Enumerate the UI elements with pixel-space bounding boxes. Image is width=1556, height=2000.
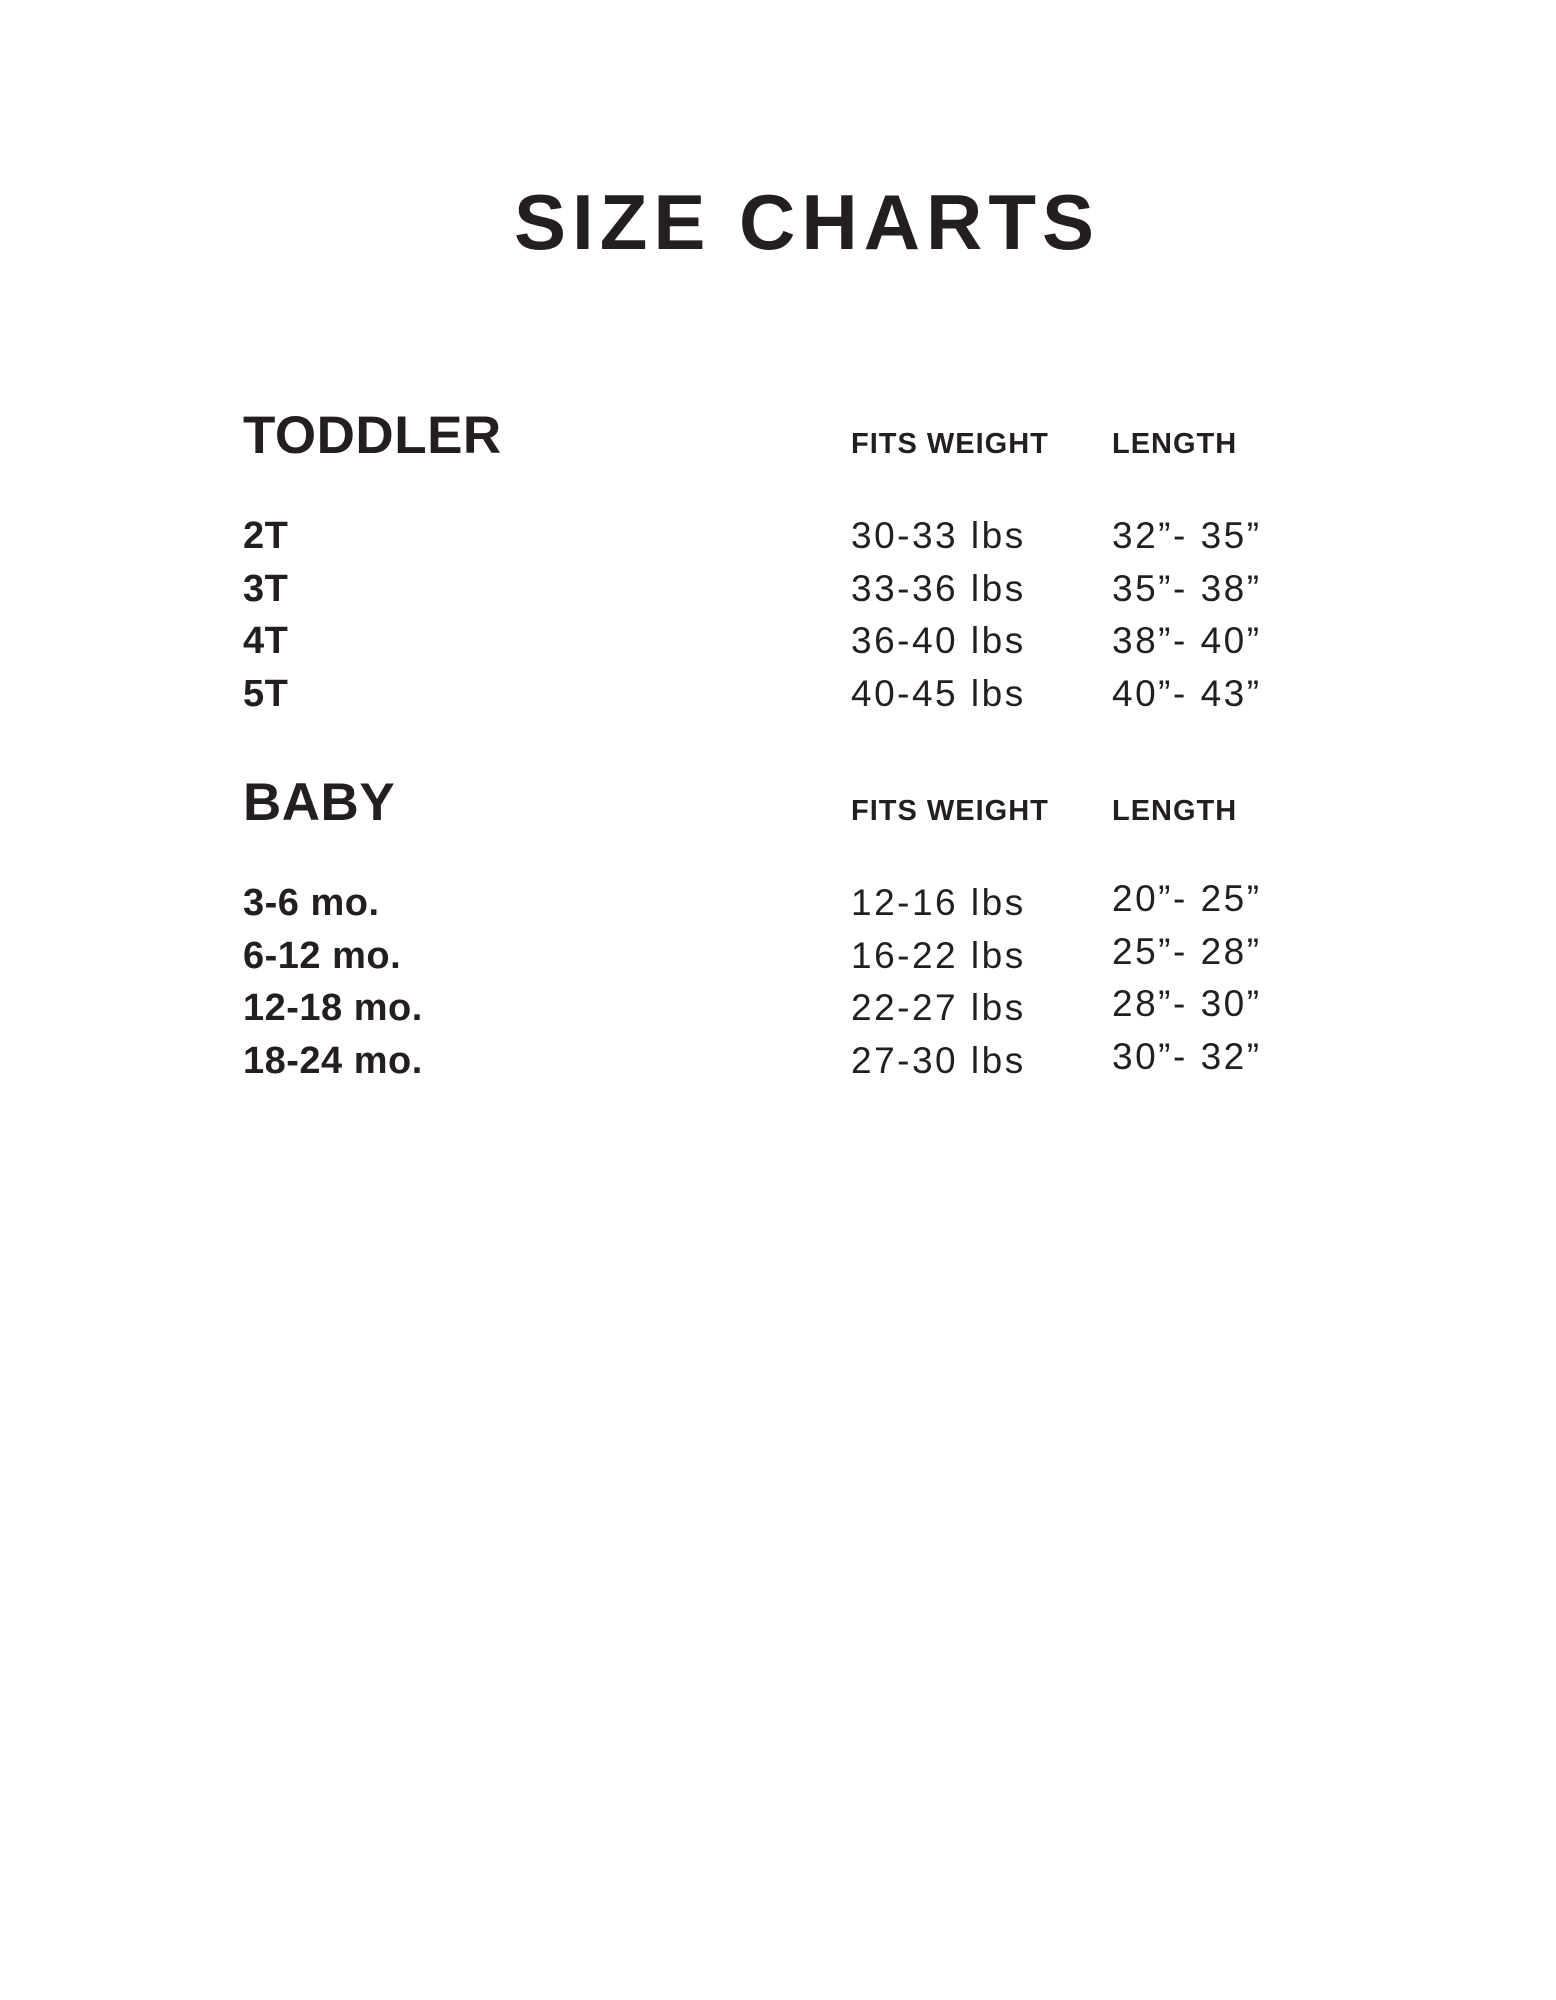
baby-length-column-header: LENGTH [1112, 795, 1238, 827]
size-label: 2T [243, 515, 289, 557]
size-label: 4T [243, 620, 289, 662]
size-label: 3T [243, 567, 289, 610]
toddler-fits-weight-column-header: FITS WEIGHT [851, 428, 1049, 460]
table-row: 3T 33-36 lbs 35”- 38” [243, 568, 1433, 621]
weight-value: 12-16 lbs [851, 882, 1026, 923]
weight-value: 27-30 lbs [851, 1039, 1026, 1081]
length-value: 40”- 43” [1112, 672, 1262, 714]
table-row: 5T 40-45 lbs 40”- 43” [243, 673, 1433, 726]
weight-value: 40-45 lbs [851, 672, 1026, 714]
table-row: 12-18 mo. 22-27 lbs 28”- 30” [243, 983, 1433, 1040]
table-row: 4T 36-40 lbs 38”- 40” [243, 620, 1433, 673]
weight-value: 16-22 lbs [851, 934, 1026, 976]
size-label: 6-12 mo. [243, 934, 402, 977]
length-value: 28”- 30” [1112, 983, 1262, 1024]
baby-section-header: BABY FITS WEIGHT LENGTH [243, 776, 1433, 829]
toddler-length-column-header: LENGTH [1112, 428, 1238, 460]
size-label: 12-18 mo. [243, 987, 423, 1029]
weight-value: 30-33 lbs [851, 515, 1026, 556]
size-label: 3-6 mo. [243, 882, 380, 924]
table-row: 2T 30-33 lbs 32”- 35” [243, 515, 1433, 568]
toddler-section: TODDLER FITS WEIGHT LENGTH 2T 30-33 lbs … [243, 409, 1433, 725]
toddler-section-header: TODDLER FITS WEIGHT LENGTH [243, 409, 1433, 462]
size-label: 18-24 mo. [243, 1039, 423, 1082]
length-value: 20”- 25” [1112, 878, 1262, 919]
weight-value: 36-40 lbs [851, 620, 1026, 661]
table-row: 18-24 mo. 27-30 lbs 30”- 32” [243, 1036, 1433, 1093]
length-value: 30”- 32” [1112, 1035, 1262, 1077]
size-label: 5T [243, 672, 289, 715]
baby-section: BABY FITS WEIGHT LENGTH 3-6 mo. 12-16 lb… [243, 776, 1433, 1092]
length-value: 38”- 40” [1112, 620, 1262, 661]
length-value: 32”- 35” [1112, 515, 1262, 556]
weight-value: 33-36 lbs [851, 567, 1026, 609]
baby-fits-weight-column-header: FITS WEIGHT [851, 795, 1049, 827]
baby-section-title: BABY [243, 773, 396, 832]
table-row: 3-6 mo. 12-16 lbs 20”- 25” [243, 878, 1433, 935]
toddler-section-title: TODDLER [243, 406, 502, 465]
baby-rows: 3-6 mo. 12-16 lbs 20”- 25” 6-12 mo. 16-2… [243, 878, 1433, 1093]
toddler-rows: 2T 30-33 lbs 32”- 35” 3T 33-36 lbs 35”- … [243, 515, 1433, 725]
table-row: 6-12 mo. 16-22 lbs 25”- 28” [243, 931, 1433, 988]
length-value: 25”- 28” [1112, 930, 1262, 972]
length-value: 35”- 38” [1112, 567, 1262, 609]
page-title: SIZE CHARTS [514, 178, 1101, 266]
weight-value: 22-27 lbs [851, 987, 1026, 1028]
